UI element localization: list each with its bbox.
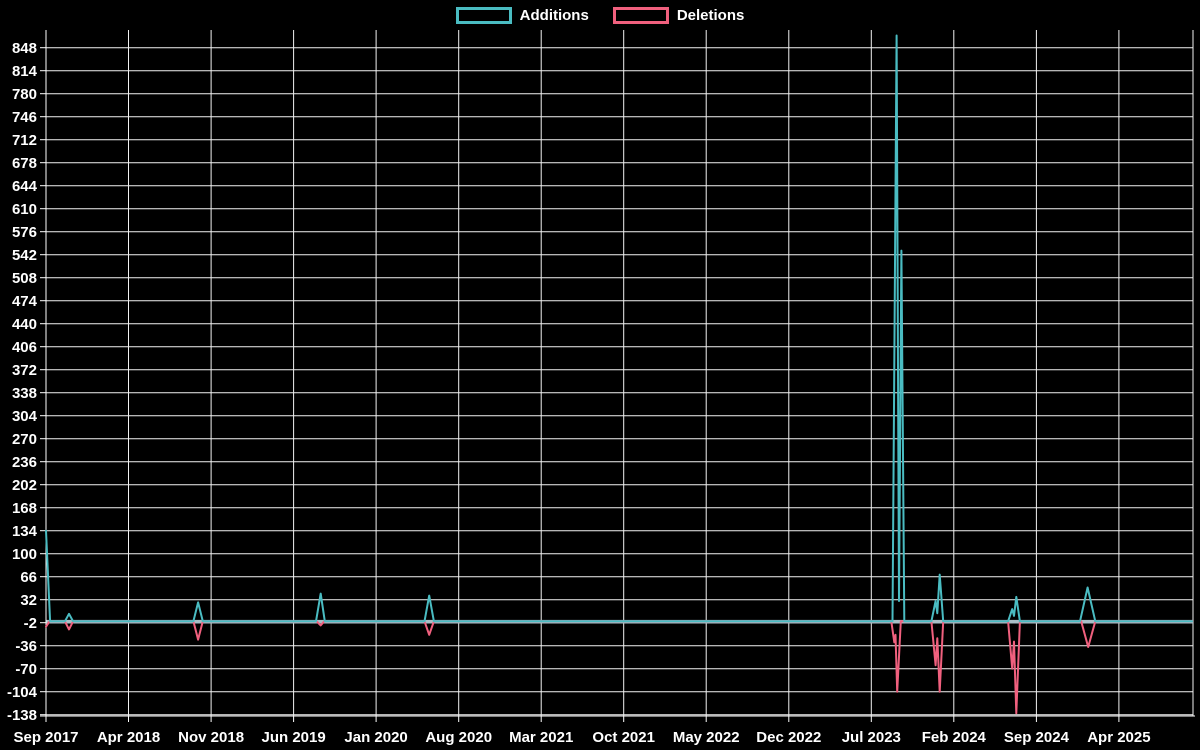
y-tick-label: 508: [12, 270, 37, 287]
y-tick-label: 338: [12, 385, 37, 402]
x-tick-label: May 2022: [673, 729, 740, 746]
y-tick-label: -138: [7, 707, 37, 724]
additions-line: [45, 34, 1193, 623]
x-tick-label: Apr 2025: [1087, 729, 1150, 746]
y-tick-label: 712: [12, 132, 37, 149]
y-tick-label: 474: [12, 293, 38, 310]
y-tick-label: 542: [12, 247, 37, 264]
y-tick-label: 576: [12, 224, 37, 241]
y-tick-label: -36: [15, 638, 37, 655]
y-tick-label: 372: [12, 362, 37, 379]
y-tick-label: 66: [20, 569, 37, 586]
y-tick-label: 814: [12, 63, 38, 80]
y-tick-label: 270: [12, 431, 37, 448]
y-tick-label: 610: [12, 201, 37, 218]
y-tick-label: -104: [7, 684, 38, 701]
y-tick-label: -70: [15, 661, 37, 678]
y-tick-label: 236: [12, 454, 37, 471]
y-tick-label: 202: [12, 477, 37, 494]
legend-item-additions[interactable]: Additions: [455, 7, 589, 24]
x-tick-label: Aug 2020: [425, 729, 492, 746]
y-tick-label: 644: [12, 178, 38, 195]
deletions-swatch-icon: [612, 7, 669, 24]
grid-lines: [45, 30, 1194, 716]
y-tick-label: 304: [12, 408, 38, 425]
additions-swatch-icon: [455, 7, 512, 24]
x-tick-label: Mar 2021: [509, 729, 573, 746]
chart-legend: Additions Deletions: [0, 7, 1200, 24]
x-tick-label: Jul 2023: [842, 729, 901, 746]
x-tick-label: Sep 2024: [1004, 729, 1070, 746]
x-tick-label: Jan 2020: [344, 729, 407, 746]
x-axis-tick-labels: Sep 2017 Apr 2018 Nov 2018 Jun 2019 Jan 2020…: [13, 716, 1151, 746]
y-tick-label: 440: [12, 316, 37, 333]
y-tick-label: -2: [24, 615, 37, 632]
y-tick-label: 168: [12, 500, 37, 517]
axes: [40, 30, 1195, 717]
y-axis-tick-labels: 848 814 780 746 712 678 644 610 576 542 508 474 440 4…: [7, 40, 46, 724]
legend-item-deletions[interactable]: Deletions: [612, 7, 745, 24]
x-tick-label: Dec 2022: [756, 729, 821, 746]
x-tick-label: Feb 2024: [922, 729, 987, 746]
legend-label-additions: Additions: [519, 7, 589, 24]
x-tick-label: Apr 2018: [97, 729, 160, 746]
deletions-line: [45, 620, 1193, 715]
y-tick-label: 848: [12, 40, 37, 57]
y-tick-label: 746: [12, 109, 37, 126]
x-tick-label: Nov 2018: [178, 729, 244, 746]
x-tick-label: Oct 2021: [592, 729, 655, 746]
y-tick-label: 100: [12, 546, 37, 563]
x-tick-label: Sep 2017: [13, 729, 78, 746]
y-tick-label: 134: [12, 523, 38, 540]
y-tick-label: 32: [20, 592, 37, 609]
y-tick-label: 406: [12, 339, 37, 356]
x-tick-label: Jun 2019: [261, 729, 325, 746]
y-tick-label: 780: [12, 86, 37, 103]
y-tick-label: 678: [12, 155, 37, 172]
legend-label-deletions: Deletions: [676, 7, 745, 24]
